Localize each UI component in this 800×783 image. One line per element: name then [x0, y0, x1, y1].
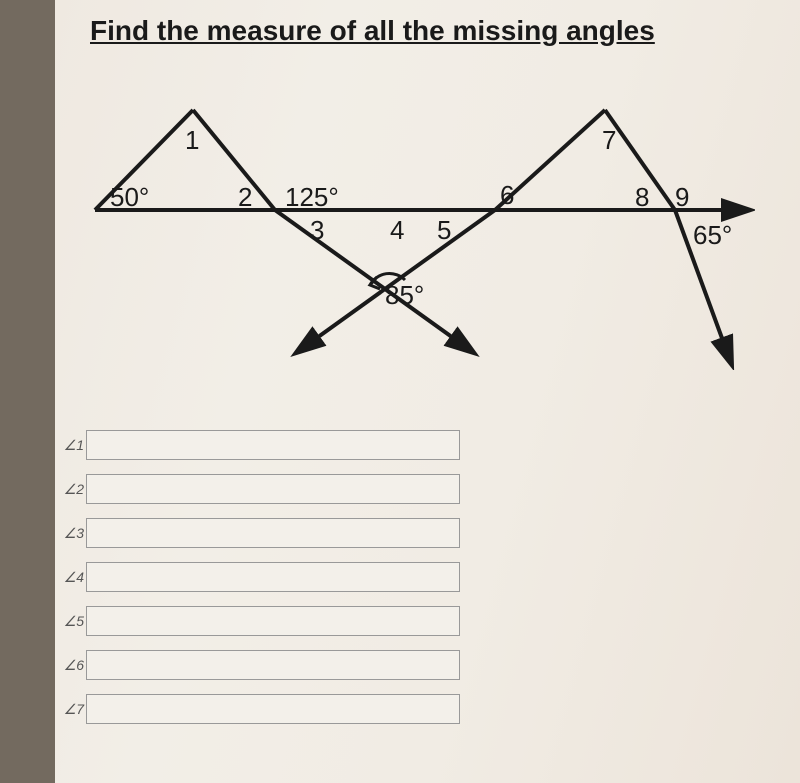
input-row: ∠7	[60, 694, 460, 724]
input-label-7: ∠7	[60, 701, 86, 718]
label-85: 85°	[385, 280, 424, 311]
angle-4-input[interactable]	[86, 562, 460, 592]
label-2: 2	[238, 182, 252, 213]
diagram-svg	[75, 70, 755, 370]
label-7: 7	[602, 125, 616, 156]
label-6: 6	[500, 180, 514, 211]
input-row: ∠5	[60, 606, 460, 636]
label-5: 5	[437, 215, 451, 246]
lt-right-side	[193, 110, 275, 210]
angle-3-input[interactable]	[86, 518, 460, 548]
input-label-5: ∠5	[60, 613, 86, 630]
angle-7-input[interactable]	[86, 694, 460, 724]
input-label-6: ∠6	[60, 657, 86, 674]
angle-5-input[interactable]	[86, 606, 460, 636]
label-65: 65°	[693, 220, 732, 251]
label-125: 125°	[285, 182, 339, 213]
label-9: 9	[675, 182, 689, 213]
angle-6-input[interactable]	[86, 650, 460, 680]
page-title: Find the measure of all the missing angl…	[90, 15, 655, 47]
input-row: ∠2	[60, 474, 460, 504]
input-row: ∠1	[60, 430, 460, 460]
label-1: 1	[185, 125, 199, 156]
input-label-1: ∠1	[60, 437, 86, 454]
input-row: ∠3	[60, 518, 460, 548]
angle-1-input[interactable]	[86, 430, 460, 460]
input-label-2: ∠2	[60, 481, 86, 498]
input-row: ∠4	[60, 562, 460, 592]
label-50: 50°	[110, 182, 149, 213]
answer-inputs: ∠1 ∠2 ∠3 ∠4 ∠5 ∠6 ∠7	[60, 430, 460, 738]
label-3: 3	[310, 215, 324, 246]
angle-2-input[interactable]	[86, 474, 460, 504]
input-label-3: ∠3	[60, 525, 86, 542]
input-label-4: ∠4	[60, 569, 86, 586]
angle-diagram: 50° 1 2 125° 3 4 5 85° 6 7 8 9 65°	[75, 70, 755, 370]
input-row: ∠6	[60, 650, 460, 680]
label-4: 4	[390, 215, 404, 246]
worksheet-paper: Find the measure of all the missing angl…	[55, 0, 800, 783]
label-8: 8	[635, 182, 649, 213]
